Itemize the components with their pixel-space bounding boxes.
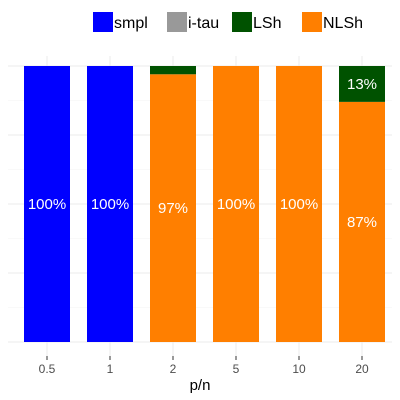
bar-segment-nlsh-20 bbox=[339, 101, 385, 342]
x-tick-label: 10 bbox=[292, 362, 306, 376]
bar-value-label: 100% bbox=[280, 196, 318, 213]
bar-value-label: 100% bbox=[217, 196, 255, 213]
x-axis-ticks: 0.5 1 2 5 10 20 bbox=[39, 356, 369, 376]
x-axis-title: p/n bbox=[190, 377, 211, 394]
x-tick-label: 5 bbox=[233, 362, 240, 376]
bars bbox=[24, 66, 385, 342]
bar-segment-nlsh-5 bbox=[213, 66, 259, 342]
x-tick-label: 20 bbox=[355, 362, 369, 376]
bar-value-label: 87% bbox=[347, 214, 377, 231]
legend-label-nlsh: NLSh bbox=[323, 15, 363, 32]
legend-label-i-tau: i-tau bbox=[188, 15, 219, 32]
x-tick-label: 2 bbox=[170, 362, 177, 376]
bar-value-label: 100% bbox=[28, 196, 66, 213]
legend: smpl i-tau LSh NLSh bbox=[93, 12, 363, 32]
bar-segment-lsh-2 bbox=[150, 66, 196, 75]
bar-segment-nlsh-10 bbox=[276, 66, 322, 342]
legend-key-nlsh bbox=[302, 12, 322, 32]
legend-key-smpl bbox=[93, 12, 113, 32]
bar-segment-nlsh-2 bbox=[150, 74, 196, 342]
bar-segment-lsh-20 bbox=[339, 66, 385, 102]
bar-value-label: 100% bbox=[91, 196, 129, 213]
bar-segment-smpl-0.5 bbox=[24, 66, 70, 342]
bar-value-label: 97% bbox=[158, 200, 188, 217]
x-tick-label: 0.5 bbox=[39, 362, 56, 376]
bar-labels: 100% 100% 97% 100% 100% 87% 13% bbox=[28, 76, 377, 231]
x-tick-label: 1 bbox=[107, 362, 114, 376]
plot-panel bbox=[8, 56, 392, 356]
bar-value-label: 13% bbox=[347, 76, 377, 93]
legend-label-smpl: smpl bbox=[114, 15, 148, 32]
legend-label-lsh: LSh bbox=[253, 15, 281, 32]
bar-segment-smpl-1 bbox=[87, 66, 133, 342]
legend-key-i-tau bbox=[167, 12, 187, 32]
legend-key-lsh bbox=[232, 12, 252, 32]
